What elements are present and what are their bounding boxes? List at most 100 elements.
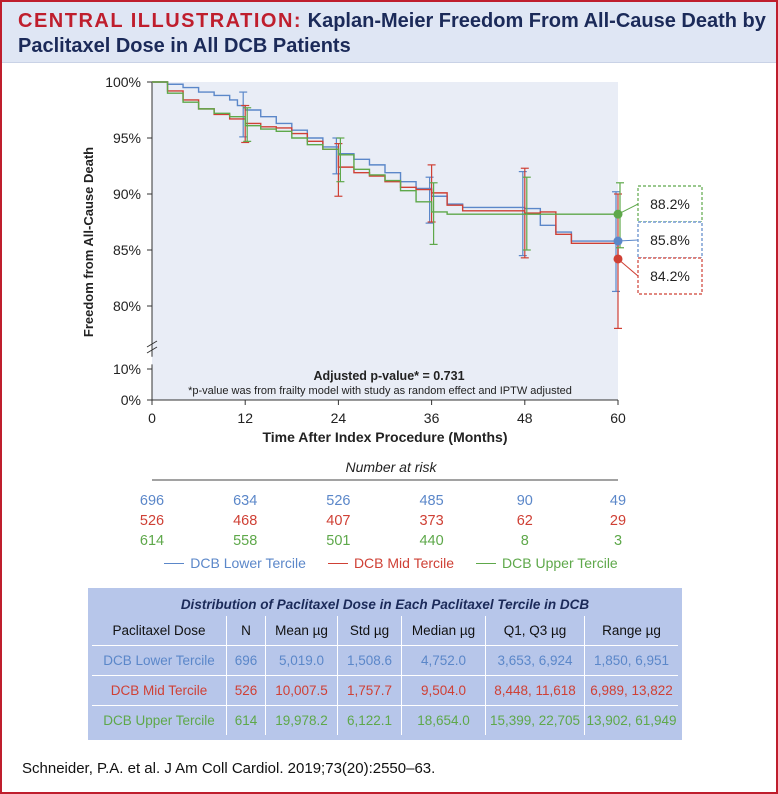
- risk-title: Number at risk: [345, 459, 437, 475]
- risk-value: 90: [517, 493, 533, 509]
- cell: 10,007.5: [265, 675, 338, 706]
- cell: 8,448, 11,618: [485, 675, 585, 706]
- risk-value: 29: [610, 513, 626, 529]
- cell: DCB Lower Tercile: [92, 645, 227, 676]
- risk-value: 485: [419, 493, 443, 509]
- legend-item-lower: DCB Lower Tercile: [164, 555, 306, 571]
- y-tick-label: 85%: [113, 242, 141, 258]
- cell: 18,654.0: [401, 705, 486, 735]
- cell: DCB Upper Tercile: [92, 705, 227, 735]
- legend-swatch-upper: [476, 562, 497, 564]
- header: CENTRAL ILLUSTRATION: Kaplan-Meier Freed…: [2, 2, 776, 63]
- axis-break-mark: [146, 346, 158, 354]
- legend-swatch-lower: [164, 562, 185, 564]
- endpoint-label: 85.8%: [650, 232, 690, 248]
- risk-value: 3: [614, 533, 622, 549]
- header-line-1: CENTRAL ILLUSTRATION: Kaplan-Meier Freed…: [18, 10, 766, 33]
- y-tick-label: 80%: [113, 298, 141, 314]
- table-row: DCB Upper Tercile 614 19,978.2 6,122.1 1…: [92, 705, 678, 735]
- risk-value: 526: [140, 513, 164, 529]
- table-row: DCB Lower Tercile 696 5,019.0 1,508.6 4,…: [92, 645, 678, 676]
- x-tick-label: 48: [517, 410, 533, 426]
- legend-label-mid: DCB Mid Tercile: [353, 555, 455, 571]
- header-label: CENTRAL ILLUSTRATION:: [18, 10, 303, 32]
- y-axis-label: Freedom from All-Cause Death: [81, 147, 96, 337]
- km-curve-upper: [152, 81, 618, 215]
- endpoint-connector: [617, 239, 639, 242]
- risk-value: 634: [233, 493, 257, 509]
- col-header: Mean µg: [265, 616, 338, 646]
- endpoint-box: [637, 185, 703, 223]
- cell: 6,122.1: [337, 705, 402, 735]
- legend-label-lower: DCB Lower Tercile: [190, 555, 306, 571]
- x-tick-label: 0: [148, 410, 156, 426]
- dose-table-title: Distribution of Paclitaxel Dose in Each …: [180, 597, 590, 612]
- cell: 6,989, 13,822: [584, 675, 678, 706]
- citation: Schneider, P.A. et al. J Am Coll Cardiol…: [22, 760, 436, 777]
- legend: DCB Lower Tercile DCB Mid Tercile DCB Up…: [2, 555, 778, 571]
- y-tick-label: 95%: [113, 130, 141, 146]
- x-axis-label: Time After Index Procedure (Months): [262, 429, 507, 445]
- endpoint-label: 84.2%: [650, 268, 690, 284]
- x-tick-label: 60: [610, 410, 626, 426]
- cell: 4,752.0: [401, 645, 486, 676]
- p-value-footnote: *p-value was from frailty model with stu…: [188, 385, 572, 397]
- risk-value: 440: [419, 533, 443, 549]
- y-tick-label: 90%: [113, 186, 141, 202]
- col-header: Range µg: [602, 623, 661, 638]
- x-tick-label: 12: [237, 410, 253, 426]
- cell: 1,508.6: [337, 645, 402, 676]
- col-header: N: [226, 616, 266, 646]
- legend-item-upper: DCB Upper Tercile: [476, 555, 618, 571]
- endpoint-box: [637, 257, 703, 295]
- dose-table-panel: Distribution of Paclitaxel Dose in Each …: [88, 588, 682, 740]
- risk-value: 501: [326, 533, 350, 549]
- risk-value: 8: [521, 533, 529, 549]
- axis-break-mark: [146, 340, 158, 348]
- dose-table-header: Paclitaxel Dose N Mean µg Std µg Median …: [92, 616, 678, 646]
- header-title-2: Paclitaxel Dose in All DCB Patients: [18, 35, 351, 57]
- risk-value: 62: [517, 513, 533, 529]
- cell: 5,019.0: [265, 645, 338, 676]
- col-header: Std µg: [337, 616, 402, 646]
- col-header: Median µg: [401, 616, 486, 646]
- risk-value: 49: [610, 493, 626, 509]
- cell: 3,653, 6,924: [485, 645, 585, 676]
- cell: 15,399, 22,705: [485, 705, 585, 735]
- x-tick-label: 36: [424, 410, 440, 426]
- table-row: DCB Mid Tercile 526 10,007.5 1,757.7 9,5…: [92, 675, 678, 706]
- endpoint-box: [637, 221, 703, 259]
- endpoint-connector: [617, 258, 639, 277]
- cell: 9,504.0: [401, 675, 486, 706]
- cell: DCB Mid Tercile: [92, 675, 227, 706]
- endpoint-label: 88.2%: [650, 196, 690, 212]
- legend-label-upper: DCB Upper Tercile: [502, 555, 618, 571]
- cell: 526: [226, 675, 266, 706]
- risk-value: 407: [326, 513, 350, 529]
- legend-item-mid: DCB Mid Tercile: [327, 555, 455, 571]
- x-tick-label: 24: [331, 410, 347, 426]
- cell: 614: [226, 705, 266, 735]
- y-tick-label: 0%: [121, 392, 141, 408]
- dose-table: Paclitaxel Dose N Mean µg Std µg Median …: [92, 616, 678, 735]
- km-chart: 100% 95% 90% 85% 80% 10% 0% 0 12 24 36 48 60 Time Aft…: [81, 74, 703, 549]
- risk-value: 614: [140, 533, 164, 549]
- y-tick-label: 100%: [105, 74, 141, 90]
- risk-value: 373: [419, 513, 443, 529]
- header-title-1: Kaplan-Meier Freedom From All-Cause Deat…: [307, 10, 766, 32]
- y-tick-label: 10%: [113, 361, 141, 377]
- cell: 1,757.7: [337, 675, 402, 706]
- legend-swatch-mid: [327, 562, 348, 564]
- cell: 19,978.2: [265, 705, 338, 735]
- col-header: Q1, Q3 µg: [485, 616, 585, 646]
- risk-value: 696: [140, 493, 164, 509]
- cell: 696: [226, 645, 266, 676]
- risk-value: 468: [233, 513, 257, 529]
- endpoint-connector: [617, 203, 639, 215]
- risk-value: 558: [233, 533, 257, 549]
- km-curve-mid: [152, 81, 619, 259]
- col-header: Paclitaxel Dose: [92, 616, 227, 646]
- cell: 1,850, 6,951: [584, 645, 678, 676]
- cell: 13,902, 61,949: [584, 705, 678, 735]
